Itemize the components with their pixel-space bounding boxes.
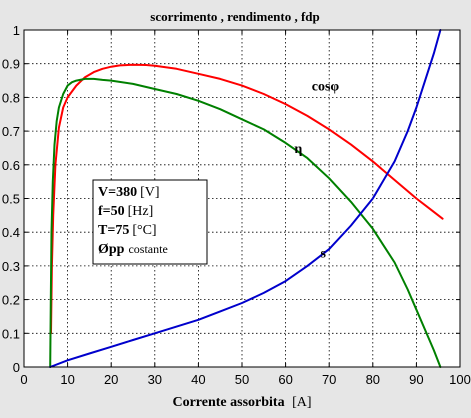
curve-labels: cosφ η s [294,80,339,262]
cos-phi-series-line [50,63,444,335]
condition-voltage: V=380 [V] [98,185,160,200]
condition-frequency: f=50 [Hz] [98,204,153,219]
conditions-box-frame [92,179,208,265]
x-axis-label-unit: [A] [292,395,311,410]
y-tick-label: 0.4 [2,225,20,240]
x-tick-label: 70 [322,372,336,387]
y-tick-label: 0.5 [2,192,20,207]
ticks: 0 10 20 30 40 50 60 70 80 90 100 0 0.1 0.2 0.3 0.4 0.5 0.… [2,23,471,387]
y-tick-label: 0.7 [2,124,20,139]
condition-temperature: T=75 [°C] [98,223,157,238]
x-tick-label: 50 [235,372,249,387]
cos-phi-label: cosφ [312,80,340,95]
x-tick-label: 100 [449,372,471,387]
x-tick-label: 80 [366,372,380,387]
series-layer [49,29,444,368]
y-tick-label: 0.2 [2,293,20,308]
y-tick-label: 0.3 [2,259,20,274]
y-tick-label: 0.6 [2,158,20,173]
chart-title: scorrimento , rendimento , fdp [150,9,319,24]
condition-flux: Øpp costante [98,242,168,257]
y-tick-label: 0 [13,360,20,375]
x-tick-label: 30 [148,372,162,387]
slip-label: s [320,246,326,261]
x-tick-label: 90 [409,372,423,387]
y-tick-label: 0.8 [2,90,20,105]
x-tick-label: 40 [191,372,205,387]
efficiency-series-line [49,77,442,368]
x-tick-label: 10 [60,372,74,387]
y-tick-label: 0.9 [2,57,20,72]
y-tick-label: 1 [13,23,20,38]
x-tick-label: 0 [20,372,27,387]
x-axis-label-main: Corrente assorbita [172,395,284,410]
slip-series-line [49,29,442,368]
conditions-box: V=380 [V] f=50 [Hz] T=75 [°C] Øpp costante [92,179,208,265]
y-tick-label: 0.1 [2,326,20,341]
efficiency-label: η [294,142,302,157]
x-tick-label: 20 [104,372,118,387]
x-tick-label: 60 [278,372,292,387]
x-axis-label: Corrente assorbita [A] [172,395,311,410]
